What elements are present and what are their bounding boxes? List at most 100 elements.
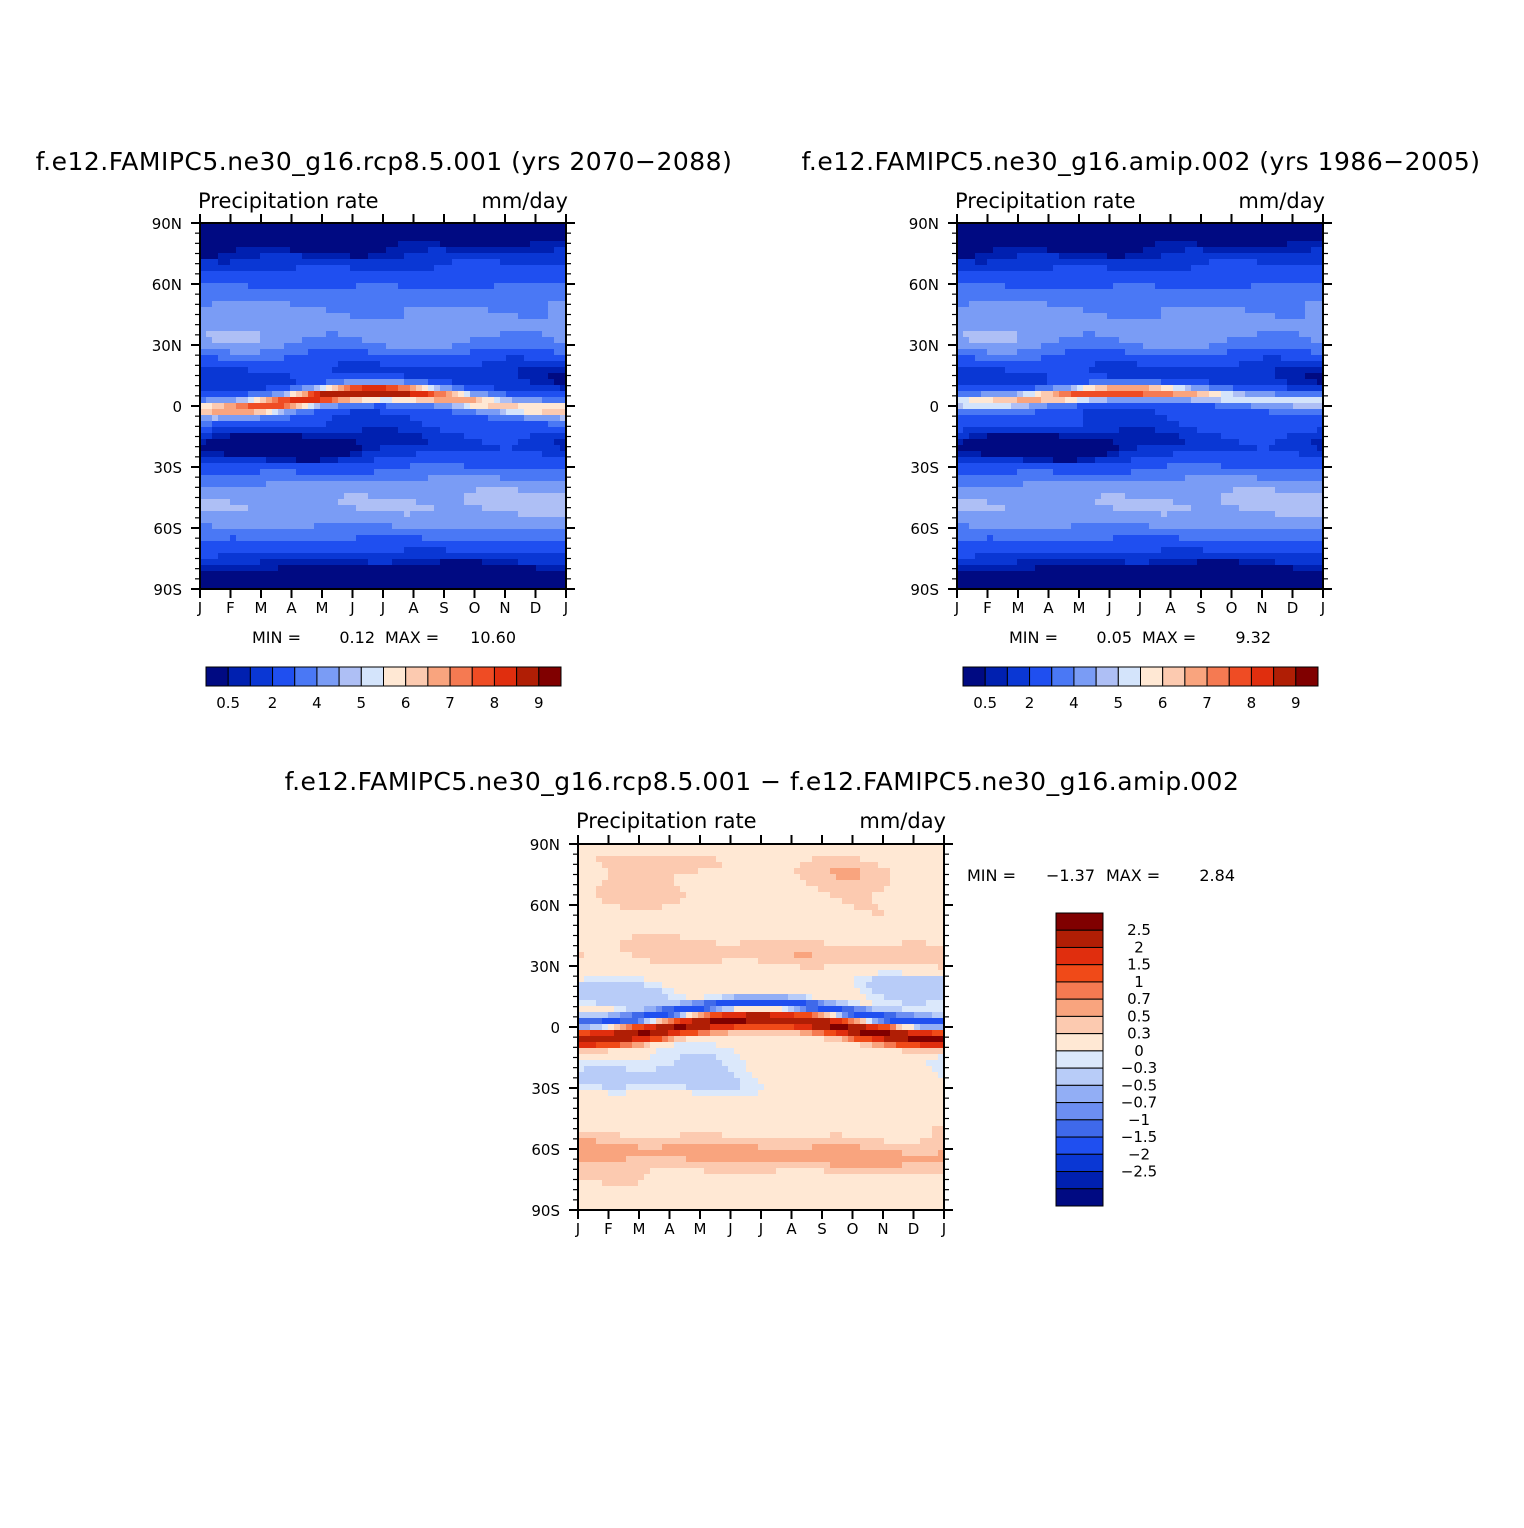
contour-cell [272,577,279,584]
contour-cell [464,565,471,572]
contour-cell [1035,241,1042,248]
contour-cell [470,427,477,434]
contour-cell [296,391,303,398]
contour-cell [272,559,279,566]
contour-cell [476,541,483,548]
contour-cell [524,277,531,284]
contour-cell [284,325,291,332]
contour-cell [482,529,489,536]
contour-cell [410,445,417,452]
contour-cell [440,379,447,386]
contour-cell [338,445,345,452]
contour-cell [350,505,357,512]
contour-cell [356,313,363,320]
contour-cell [975,307,982,314]
contour-cell [404,247,411,254]
contour-cell [296,517,303,524]
contour-cell [536,541,543,548]
contour-cell [320,511,327,518]
contour-cell [554,571,561,578]
contour-cell [554,475,561,482]
contour-cell [302,481,309,488]
contour-cell [242,271,249,278]
contour-cell [260,427,267,434]
contour-cell [236,253,243,260]
contour-cell [242,553,249,560]
contour-cell [344,265,351,272]
contour-cell [548,541,555,548]
contour-cell [542,577,549,584]
x-tick-label: F [226,599,235,617]
contour-cell [1239,325,1246,332]
contour-cell [464,265,471,272]
contour-cell [482,481,489,488]
contour-cell [374,517,381,524]
contour-cell [362,409,369,416]
contour-cell [1011,325,1018,332]
contour-cell [260,517,267,524]
contour-cell [446,373,453,380]
contour-cell [1239,241,1246,248]
contour-cell [494,343,501,350]
contour-cell [344,373,351,380]
contour-cell [470,433,477,440]
contour-cell [224,487,231,494]
contour-cell [1161,295,1168,302]
contour-cell [1149,229,1156,236]
contour-cell [1095,289,1102,296]
contour-cell [212,253,219,260]
contour-cell [1269,277,1276,284]
contour-cell [320,307,327,314]
contour-cell [1185,241,1192,248]
contour-cell [224,523,231,530]
contour-cell [1029,313,1036,320]
contour-cell [398,409,405,416]
contour-cell [1113,229,1120,236]
contour-cell [494,367,501,374]
contour-cell [350,247,357,254]
contour-cell [386,457,393,464]
contour-cell [290,541,297,548]
contour-cell [1209,247,1216,254]
contour-cell [224,397,231,404]
contour-cell [278,319,285,326]
contour-cell [338,571,345,578]
contour-cell [248,505,255,512]
contour-cell [362,235,369,242]
contour-cell [1245,289,1252,296]
contour-cell [512,517,519,524]
contour-cell [368,523,375,530]
contour-cell [1161,325,1168,332]
contour-cell [236,265,243,272]
contour-cell [314,481,321,488]
contour-cell [494,331,501,338]
contour-cell [320,487,327,494]
contour-cell [338,373,345,380]
contour-cell [320,253,327,260]
contour-cell [434,235,441,242]
contour-cell [392,331,399,338]
contour-cell [242,301,249,308]
contour-cell [488,535,495,542]
contour-cell [993,289,1000,296]
contour-cell [440,457,447,464]
contour-cell [1239,313,1246,320]
contour-cell [416,259,423,266]
contour-cell [284,523,291,530]
contour-cell [254,307,261,314]
contour-cell [290,373,297,380]
contour-cell [404,271,411,278]
contour-cell [236,499,243,506]
contour-cell [236,343,243,350]
contour-cell [1173,301,1180,308]
contour-cell [446,451,453,458]
contour-cell [548,325,555,332]
contour-cell [224,271,231,278]
contour-cell [512,565,519,572]
contour-cell [332,313,339,320]
contour-cell [314,247,321,254]
contour-cell [554,427,561,434]
contour-cell [290,259,297,266]
contour-cell [458,271,465,278]
contour-cell [386,241,393,248]
